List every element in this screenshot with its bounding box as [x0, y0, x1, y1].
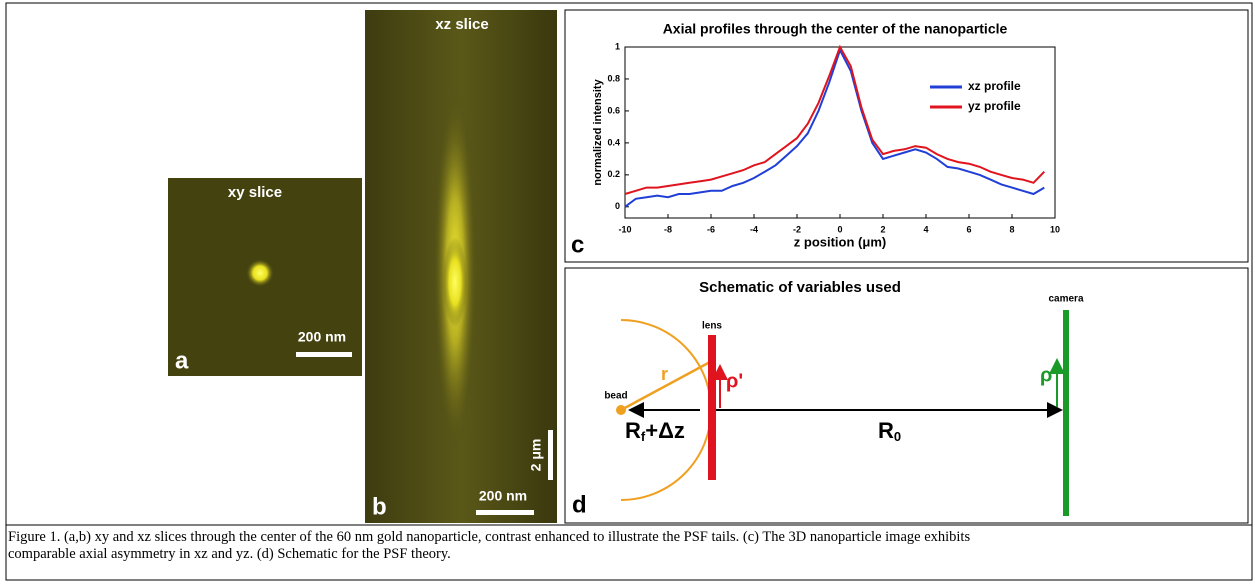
- scale-bar: [296, 352, 352, 357]
- panel-letter: b: [372, 493, 387, 520]
- nanoparticle: [246, 259, 274, 287]
- rho-label: ρ: [1040, 364, 1052, 386]
- x-tick-label: -2: [793, 224, 801, 234]
- psf-core: [443, 237, 467, 327]
- y-tick-label: 0.4: [607, 137, 620, 147]
- lens-label: lens: [702, 321, 722, 332]
- y-tick-label: 0.8: [607, 73, 620, 83]
- data-line: [624, 47, 1045, 208]
- data-line: [624, 44, 1046, 195]
- r0-sub: 0: [894, 429, 901, 444]
- r0-main: R: [878, 418, 894, 443]
- x-tick-label: -6: [707, 224, 715, 234]
- x-axis-label: z position (μm): [794, 234, 886, 249]
- caption: Figure 1. (a,b) xy and xz slices through…: [8, 529, 971, 562]
- scale-bar: [476, 510, 534, 515]
- camera: [1063, 310, 1069, 516]
- panel-title: xy slice: [228, 184, 282, 201]
- r0-label: R0: [878, 418, 901, 445]
- legend-label: xz profile: [968, 79, 1021, 93]
- x-tick-label: 10: [1050, 224, 1060, 234]
- schematic-title: Schematic of variables used: [699, 279, 901, 296]
- bead: [616, 405, 626, 415]
- camera-label: camera: [1048, 294, 1083, 305]
- panel-letter: d: [572, 491, 587, 518]
- scale-label: 2 μm: [528, 439, 544, 472]
- schematic-frame: [564, 267, 1249, 524]
- x-tick-label: 2: [880, 224, 885, 234]
- chart: Axial profiles through the center of the…: [571, 21, 1060, 259]
- lens: [708, 335, 716, 480]
- legend-label: yz profile: [968, 99, 1021, 113]
- rho-prime-label: ρ': [726, 370, 743, 392]
- y-tick-label: 1: [615, 41, 620, 51]
- y-tick-label: 0.6: [607, 105, 620, 115]
- x-tick-label: 0: [837, 224, 842, 234]
- figure-border: [5, 2, 1253, 581]
- scale-bar: [548, 430, 553, 480]
- x-tick-label: 8: [1009, 224, 1014, 234]
- y-axis-label: normalized intensity: [592, 78, 604, 185]
- panel-letter: a: [175, 347, 189, 374]
- scale-label: 200 nm: [298, 329, 346, 345]
- x-tick-label: -4: [750, 224, 758, 234]
- chart-title: Axial profiles through the center of the…: [663, 21, 1008, 37]
- y-tick-label: 0.2: [607, 169, 620, 179]
- r-label: r: [661, 364, 668, 384]
- x-tick-label: 6: [966, 224, 971, 234]
- x-tick-label: -10: [618, 224, 631, 234]
- panel-letter: c: [571, 231, 584, 258]
- bead-label: bead: [604, 391, 627, 402]
- x-tick-label: 4: [923, 224, 928, 234]
- rf-label: Rf+Δz: [625, 418, 685, 445]
- y-tick-label: 0: [615, 201, 620, 211]
- chart-frame: [564, 9, 1249, 263]
- scale-label: 200 nm: [479, 488, 527, 504]
- rf-sub: f: [641, 429, 646, 444]
- rf-main: R: [625, 418, 641, 443]
- panel-title: xz slice: [435, 16, 488, 33]
- rf-rest: +Δz: [645, 418, 685, 443]
- x-tick-label: -8: [664, 224, 672, 234]
